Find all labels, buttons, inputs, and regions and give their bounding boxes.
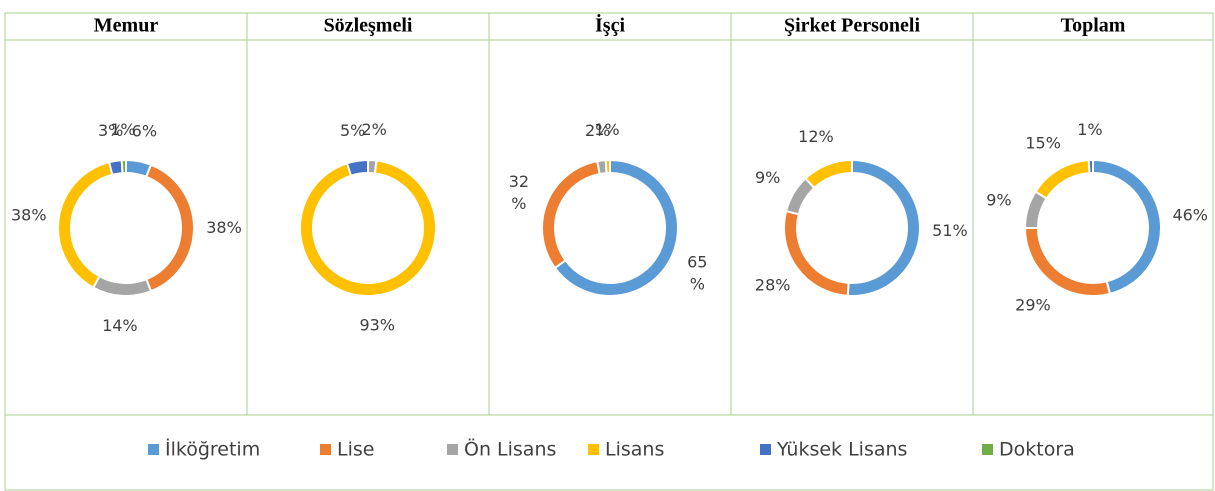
donut-segment <box>804 158 853 190</box>
data-label-line: 1% <box>594 120 619 139</box>
donut-segment <box>57 160 114 289</box>
data-label: 32% <box>509 171 529 212</box>
donut-segment <box>1034 159 1091 200</box>
data-label: 5% <box>340 121 365 140</box>
donut-segment <box>299 159 437 297</box>
data-label-line: 32 <box>509 171 529 190</box>
data-label: 46% <box>1172 205 1208 224</box>
data-label-line: 93% <box>359 315 395 334</box>
data-label-line: % <box>511 193 526 212</box>
data-label-line: 15% <box>1025 133 1061 152</box>
data-label: 9% <box>986 190 1011 209</box>
data-label: 29% <box>1015 295 1051 314</box>
donut-segment <box>91 274 153 297</box>
legend-label: Yüksek Lisans <box>776 439 907 461</box>
donut-segment <box>783 209 850 297</box>
data-label: 3% <box>98 121 123 140</box>
data-label-line: 1% <box>1077 120 1102 139</box>
legend-swatch <box>760 444 771 455</box>
donut-segment <box>345 158 369 177</box>
data-label: 6% <box>132 121 157 140</box>
data-label-line: 9% <box>755 168 780 187</box>
data-label: 15% <box>1025 133 1061 152</box>
data-label-line: 38% <box>11 205 47 224</box>
data-label-line: 14% <box>102 315 138 334</box>
data-label: 93% <box>359 315 395 334</box>
data-label: 28% <box>755 275 791 294</box>
donut-segment <box>107 159 124 176</box>
data-label: 1% <box>594 120 619 139</box>
data-label-line: 65 <box>687 252 707 271</box>
data-label-line: 3% <box>98 121 123 140</box>
data-label-line: 29% <box>1015 295 1051 314</box>
legend-label: Lise <box>337 439 374 461</box>
data-label-line: 9% <box>986 190 1011 209</box>
data-label: 12% <box>798 126 834 145</box>
data-label: 2% <box>361 120 386 139</box>
data-label-line: 5% <box>340 121 365 140</box>
data-label: 14% <box>102 315 138 334</box>
data-label: 51% <box>932 221 968 240</box>
data-label-line: 6% <box>132 121 157 140</box>
donut-segment <box>120 158 127 175</box>
donut-segment <box>1023 227 1112 297</box>
data-label-line: 2% <box>361 120 386 139</box>
donut-segment <box>1092 158 1162 296</box>
column-header: Toplam <box>1061 15 1126 37</box>
donut-segment <box>541 160 601 270</box>
data-label: 9% <box>755 168 780 187</box>
data-label: 38% <box>11 205 47 224</box>
data-label-line: 28% <box>755 275 791 294</box>
legend-label: Lisans <box>605 439 664 461</box>
data-label: 65% <box>687 252 707 293</box>
data-label-line: 2% <box>585 120 610 139</box>
legend-swatch <box>447 444 458 455</box>
legend-label: İlköğretim <box>165 438 260 461</box>
column-header: Şirket Personeli <box>784 15 921 37</box>
data-label: 38% <box>206 218 242 237</box>
legend-swatch <box>982 444 993 455</box>
donut-segment <box>604 158 611 175</box>
donut-segment <box>846 158 921 297</box>
data-label: 1% <box>1077 120 1102 139</box>
data-label-line: 46% <box>1172 205 1208 224</box>
data-label: 1% <box>110 120 135 139</box>
legend-label: Ön Lisans <box>464 438 556 461</box>
legend-swatch <box>148 444 159 455</box>
legend-swatch <box>320 444 331 455</box>
column-header: Memur <box>94 15 159 37</box>
table-border <box>4 12 1214 491</box>
data-label-line: 51% <box>932 221 968 240</box>
data-label: 2% <box>585 120 610 139</box>
column-header: İşçi <box>595 13 625 37</box>
data-label-line: % <box>690 274 705 293</box>
data-label-line: 38% <box>206 218 242 237</box>
column-header: Sözleşmeli <box>324 15 413 37</box>
donut-segment <box>144 163 195 293</box>
legend-swatch <box>588 444 599 455</box>
data-label-line: 12% <box>798 126 834 145</box>
donut-segment <box>1087 158 1094 175</box>
legend-label: Doktora <box>999 439 1075 461</box>
data-label-line: 1% <box>110 120 135 139</box>
